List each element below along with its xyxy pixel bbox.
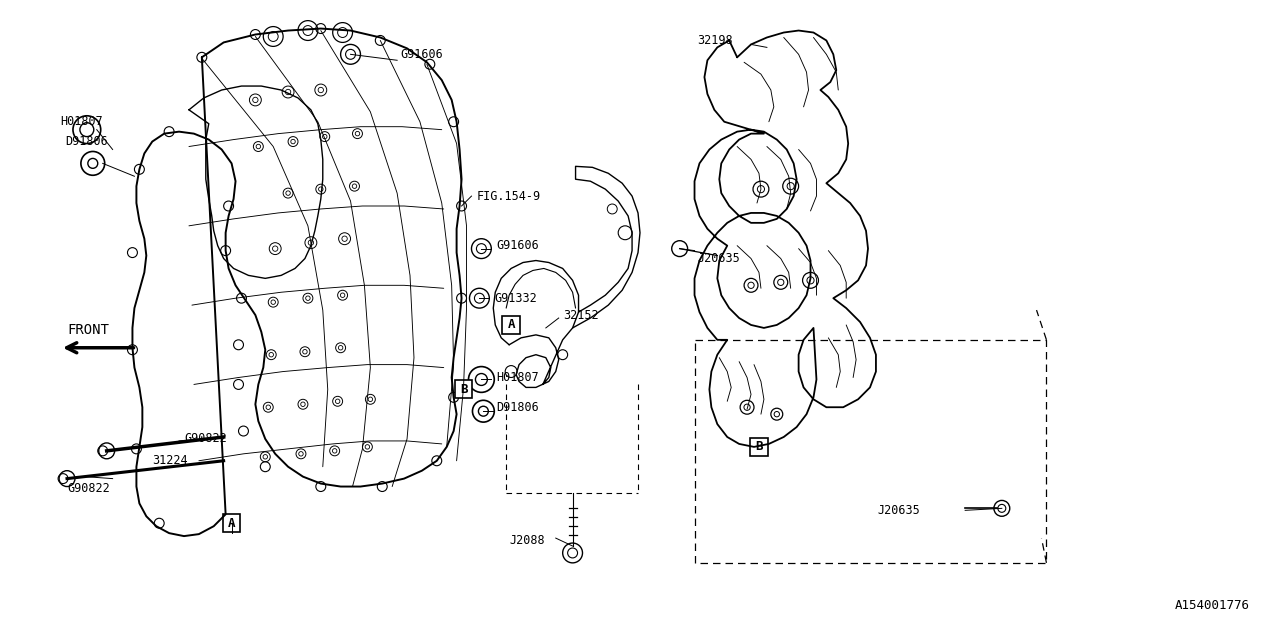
Text: D91806: D91806	[497, 401, 539, 413]
Text: G91606: G91606	[497, 239, 539, 252]
Text: H01807: H01807	[60, 115, 102, 128]
Text: J20635: J20635	[878, 504, 920, 517]
Bar	[502, 316, 520, 334]
Text: G91606: G91606	[401, 48, 443, 61]
Text: FRONT: FRONT	[67, 323, 109, 337]
Text: 31224: 31224	[152, 454, 188, 467]
Bar	[454, 380, 472, 398]
Text: B: B	[755, 440, 763, 453]
Text: 32198: 32198	[698, 34, 733, 47]
Text: 32152: 32152	[563, 308, 598, 321]
Text: D91806: D91806	[65, 135, 108, 148]
Text: A: A	[228, 516, 236, 530]
Text: A154001776: A154001776	[1175, 600, 1249, 612]
Text: J2088: J2088	[509, 534, 545, 547]
Bar	[223, 515, 241, 532]
Bar	[750, 438, 768, 456]
Text: FIG.154-9: FIG.154-9	[476, 189, 540, 203]
Text: B: B	[460, 383, 467, 396]
Text: H01807: H01807	[497, 371, 539, 384]
Text: G90822: G90822	[67, 482, 110, 495]
Text: G90822: G90822	[184, 433, 227, 445]
Text: G91332: G91332	[494, 292, 538, 305]
Text: A: A	[507, 319, 515, 332]
Text: J20635: J20635	[698, 252, 740, 265]
